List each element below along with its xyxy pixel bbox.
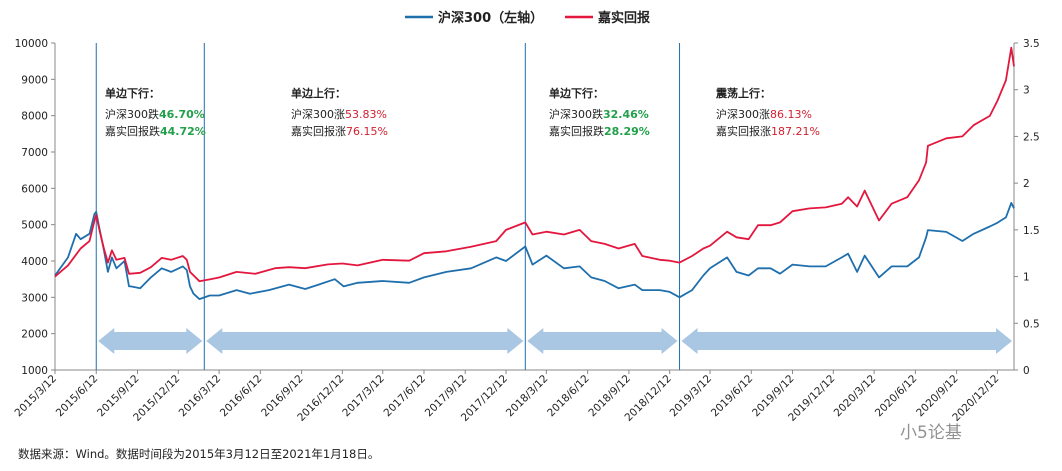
right-axis-tick-label: 2 xyxy=(1023,178,1030,190)
right-axis-tick-label: 3 xyxy=(1023,85,1030,97)
annotation-line1-value: 46.70% xyxy=(159,108,205,121)
annotation-title-3: 单边下行： xyxy=(549,86,604,100)
left-axis-tick-label: 10000 xyxy=(15,38,48,50)
left-axis-tick-label: 8000 xyxy=(21,111,48,123)
source-note: 数据来源：Wind。数据时间段为2015年3月12日至2021年1月18日。 xyxy=(18,447,380,461)
legend-label-2: 嘉实回报 xyxy=(597,10,651,26)
band-arrow-1 xyxy=(98,328,203,354)
annotation-line2-4: 嘉实回报涨187.21% xyxy=(716,124,820,138)
legend-label-1: 沪深300（左轴） xyxy=(438,10,543,26)
annotation-line2-1: 嘉实回报跌44.72% xyxy=(105,124,206,138)
left-axis-tick-label: 3000 xyxy=(21,292,48,304)
x-axis-tick-label: 2016/6/12 xyxy=(218,373,265,420)
annotation-line2-prefix: 嘉实回报跌 xyxy=(549,124,604,138)
x-axis-tick-label: 2018/6/12 xyxy=(545,373,592,420)
watermark: 小5论基 xyxy=(900,423,962,443)
annotation-line1-4: 沪深300涨86.13% xyxy=(716,107,812,121)
annotation-line2-value: 187.21% xyxy=(771,125,820,138)
annotation-line2-value: 44.72% xyxy=(160,125,206,138)
right-axis-tick-label: 1.5 xyxy=(1023,225,1040,237)
x-axis-tick-label: 2019/3/12 xyxy=(668,373,715,420)
annotation-line1-value: 53.83% xyxy=(345,108,387,121)
left-axis-tick-label: 7000 xyxy=(21,147,48,159)
x-axis-tick-label: 2015/6/12 xyxy=(54,373,101,420)
annotation-line1-2: 沪深300涨53.83% xyxy=(291,107,387,121)
right-axis-tick-label: 3.5 xyxy=(1023,38,1040,50)
left-axis-tick-label: 5000 xyxy=(21,220,48,232)
x-axis-tick-label: 2018/3/12 xyxy=(504,373,551,420)
annotation-line1-prefix: 沪深300跌 xyxy=(549,107,603,121)
x-axis-tick-label: 2019/6/12 xyxy=(709,373,756,420)
annotation-line1-prefix: 沪深300跌 xyxy=(105,107,159,121)
annotation-line2-2: 嘉实回报涨76.15% xyxy=(291,124,388,138)
left-axis-tick-label: 9000 xyxy=(21,74,48,86)
right-axis-tick-label: 1 xyxy=(1023,272,1030,284)
left-axis-tick-label: 2000 xyxy=(21,329,48,341)
x-axis-tick-label: 2017/6/12 xyxy=(382,373,429,420)
x-axis-tick-label: 2015/3/12 xyxy=(13,373,60,420)
series-line-csi300 xyxy=(54,201,1015,301)
annotation-line1-prefix: 沪深300涨 xyxy=(291,107,345,121)
annotation-line1-3: 沪深300跌32.46% xyxy=(549,107,649,121)
annotation-line2-3: 嘉实回报跌28.29% xyxy=(549,124,650,138)
annotation-line2-value: 28.29% xyxy=(604,125,650,138)
x-axis-tick-label: 2016/3/12 xyxy=(177,373,224,420)
series-line-harvest xyxy=(54,46,1015,283)
annotation-line1-prefix: 沪深300涨 xyxy=(716,107,770,121)
x-axis-tick-label: 2020/3/12 xyxy=(832,373,879,420)
annotation-title-4: 震荡上行： xyxy=(715,86,771,100)
left-axis-tick-label: 4000 xyxy=(21,256,48,268)
annotation-line2-prefix: 嘉实回报涨 xyxy=(291,124,346,138)
annotation-line1-value: 32.46% xyxy=(603,108,649,121)
band-arrow-3 xyxy=(527,328,678,354)
left-axis-tick-label: 1000 xyxy=(21,365,48,377)
annotation-line2-prefix: 嘉实回报涨 xyxy=(716,124,771,138)
annotation-title-2: 单边上行： xyxy=(291,86,346,100)
band-arrow-4 xyxy=(681,328,1012,354)
annotation-line2-prefix: 嘉实回报跌 xyxy=(105,124,160,138)
annotation-line2-value: 76.15% xyxy=(346,125,388,138)
x-axis-tick-label: 2017/3/12 xyxy=(340,373,387,420)
x-axis-tick-label: 2020/6/12 xyxy=(873,373,920,420)
right-axis-tick-label: 2.5 xyxy=(1023,131,1040,143)
right-axis-tick-label: 0 xyxy=(1023,365,1030,377)
annotation-title-1: 单边下行： xyxy=(105,86,160,100)
annotation-line1-value: 86.13% xyxy=(770,108,812,121)
band-arrow-2 xyxy=(206,328,524,354)
left-axis-tick-label: 6000 xyxy=(21,183,48,195)
annotation-line1-1: 沪深300跌46.70% xyxy=(105,107,205,121)
right-axis-tick-label: 0.5 xyxy=(1023,318,1040,330)
